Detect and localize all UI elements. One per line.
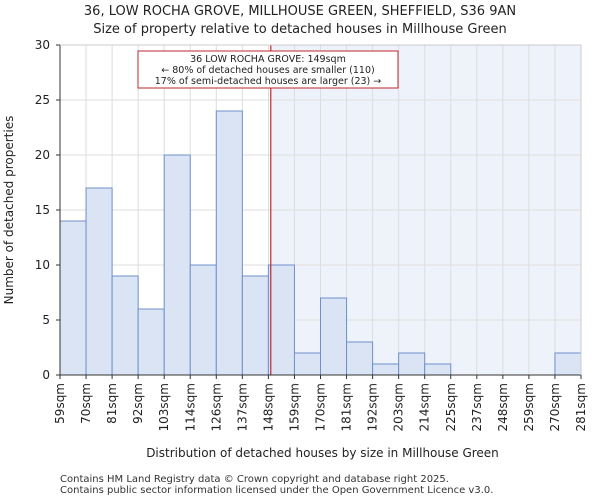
histogram-bar (163, 154, 191, 376)
chart-subtitle: Size of property relative to detached ho… (93, 22, 507, 37)
histogram-bar (111, 275, 139, 376)
x-tick-label: 203sqm (392, 383, 406, 431)
x-tick-label: 114sqm (183, 383, 197, 431)
x-tick-label: 148sqm (261, 383, 275, 431)
x-tick-label: 59sqm (53, 383, 67, 424)
y-tick-label: 15 (35, 203, 50, 217)
x-tick-label: 70sqm (79, 383, 93, 424)
x-tick-label: 281sqm (574, 383, 588, 431)
histogram-bar (267, 264, 295, 376)
y-axis-label: Number of detached properties (2, 116, 16, 305)
x-tick-label: 237sqm (470, 383, 484, 431)
histogram-bar (320, 297, 348, 376)
chart-title: 36, LOW ROCHA GROVE, MILLHOUSE GREEN, SH… (83, 4, 517, 19)
y-tick-label: 10 (35, 258, 50, 272)
histogram-bar (398, 352, 426, 376)
x-tick-label: 170sqm (314, 383, 328, 431)
annotation-box (137, 50, 399, 89)
histogram-bar (215, 110, 243, 376)
annotation-line-1: 36 LOW ROCHA GROVE: 149sqm (190, 54, 346, 65)
histogram-bar (372, 363, 400, 376)
y-tick-label: 25 (35, 93, 50, 107)
y-tick-label: 5 (42, 313, 50, 327)
x-tick-label: 181sqm (340, 383, 354, 431)
histogram-bar (346, 341, 374, 376)
x-tick-label: 259sqm (522, 383, 536, 431)
x-tick-label: 214sqm (418, 383, 432, 431)
x-tick-label: 192sqm (366, 383, 380, 431)
x-tick-label: 225sqm (444, 383, 458, 431)
histogram-bar (241, 275, 269, 376)
x-tick-label: 81sqm (105, 383, 119, 424)
histogram-bar (137, 308, 165, 376)
footer-copyright: Contains HM Land Registry data © Crown c… (60, 474, 449, 485)
x-tick-label: 103sqm (157, 383, 171, 431)
x-tick-label: 159sqm (287, 383, 301, 431)
histogram-bar (85, 187, 113, 376)
footer-licence: Contains public sector information licen… (60, 485, 494, 496)
y-tick-label: 20 (35, 148, 50, 162)
x-tick-label: 126sqm (209, 383, 223, 431)
x-tick-label: 248sqm (496, 383, 510, 431)
histogram-bar (424, 363, 452, 376)
annotation-line-2: ← 80% of detached houses are smaller (11… (161, 65, 374, 76)
x-axis-label: Distribution of detached houses by size … (146, 446, 499, 460)
x-tick-label: 270sqm (548, 383, 562, 431)
histogram-bar (554, 352, 582, 376)
histogram-bar (293, 352, 322, 376)
y-tick-label: 30 (35, 38, 50, 52)
histogram-bar (59, 220, 87, 376)
annotation-line-3: 17% of semi-detached houses are larger (… (155, 76, 382, 87)
y-tick-label: 0 (42, 368, 50, 382)
x-tick-label: 137sqm (235, 383, 249, 431)
x-tick-label: 92sqm (131, 383, 145, 424)
histogram-bar (189, 264, 217, 376)
